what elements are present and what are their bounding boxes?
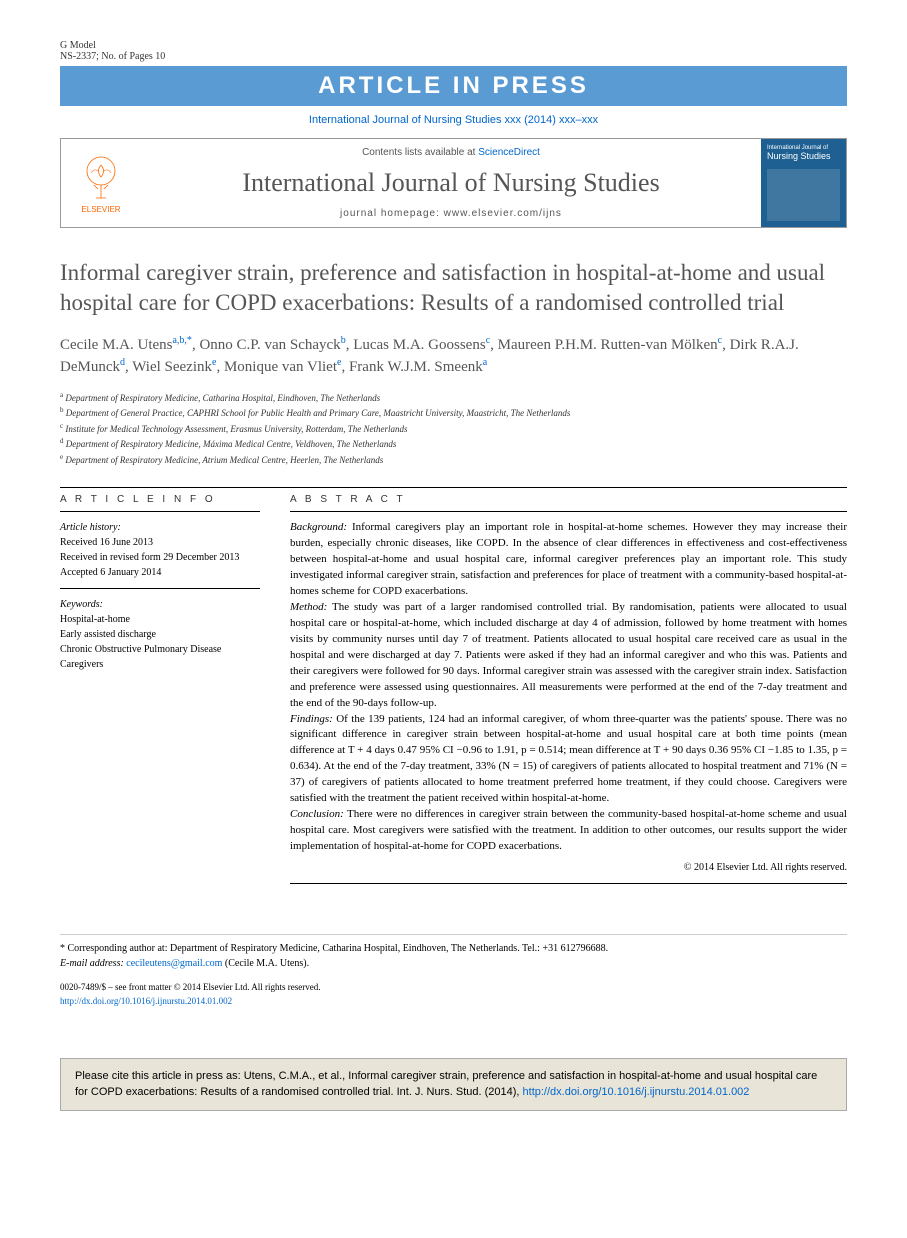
sciencedirect-link[interactable]: ScienceDirect bbox=[478, 147, 540, 158]
corresponding-email[interactable]: cecileutens@gmail.com bbox=[126, 958, 222, 969]
affiliations: a Department of Respiratory Medicine, Ca… bbox=[60, 390, 847, 468]
abstract-body: Background: Informal caregivers play an … bbox=[290, 512, 847, 884]
affiliation-line: e Department of Respiratory Medicine, At… bbox=[60, 452, 847, 468]
keyword: Hospital-at-home bbox=[60, 612, 260, 627]
publisher-logo: ELSEVIER bbox=[61, 139, 141, 227]
model-id: NS-2337; No. of Pages 10 bbox=[60, 51, 165, 62]
in-press-banner: ARTICLE IN PRESS bbox=[60, 66, 847, 106]
keywords-block: Keywords: Hospital-at-homeEarly assisted… bbox=[60, 589, 260, 680]
affiliation-line: b Department of General Practice, CAPHRI… bbox=[60, 405, 847, 421]
doi-link[interactable]: http://dx.doi.org/10.1016/j.ijnurstu.201… bbox=[60, 996, 232, 1006]
article-info-heading: A R T I C L E I N F O bbox=[60, 488, 260, 512]
header-top: G Model NS-2337; No. of Pages 10 bbox=[60, 40, 847, 62]
affiliation-line: d Department of Respiratory Medicine, Má… bbox=[60, 436, 847, 452]
abstract-heading: A B S T R A C T bbox=[290, 488, 847, 512]
affiliation-line: a Department of Respiratory Medicine, Ca… bbox=[60, 390, 847, 406]
copyright-line: © 2014 Elsevier Ltd. All rights reserved… bbox=[290, 861, 847, 876]
model-label: G Model bbox=[60, 40, 165, 51]
keyword: Early assisted discharge bbox=[60, 627, 260, 642]
keyword: Caregivers bbox=[60, 657, 260, 672]
article-title: Informal caregiver strain, preference an… bbox=[60, 258, 847, 318]
journal-reference: International Journal of Nursing Studies… bbox=[60, 114, 847, 126]
journal-cover-thumbnail: International Journal of Nursing Studies bbox=[761, 139, 846, 227]
footer: * Corresponding author at: Department of… bbox=[60, 934, 847, 1008]
author-list: Cecile M.A. Utensa,b,*, Onno C.P. van Sc… bbox=[60, 334, 847, 378]
issn-line: 0020-7489/$ – see front matter © 2014 El… bbox=[60, 981, 847, 995]
affiliation-line: c Institute for Medical Technology Asses… bbox=[60, 421, 847, 437]
citation-box: Please cite this article in press as: Ut… bbox=[60, 1058, 847, 1111]
elsevier-tree-icon bbox=[76, 153, 126, 203]
keyword: Chronic Obstructive Pulmonary Disease bbox=[60, 642, 260, 657]
article-history: Article history: Received 16 June 2013 R… bbox=[60, 512, 260, 589]
journal-homepage: journal homepage: www.elsevier.com/ijns bbox=[151, 208, 751, 219]
publisher-name: ELSEVIER bbox=[81, 205, 120, 214]
journal-masthead: ELSEVIER Contents lists available at Sci… bbox=[60, 138, 847, 228]
journal-name: International Journal of Nursing Studies bbox=[151, 168, 751, 198]
contents-available: Contents lists available at ScienceDirec… bbox=[151, 147, 751, 158]
cite-doi-link[interactable]: http://dx.doi.org/10.1016/j.ijnurstu.201… bbox=[523, 1086, 750, 1098]
corresponding-label: * Corresponding author at: bbox=[60, 943, 167, 954]
